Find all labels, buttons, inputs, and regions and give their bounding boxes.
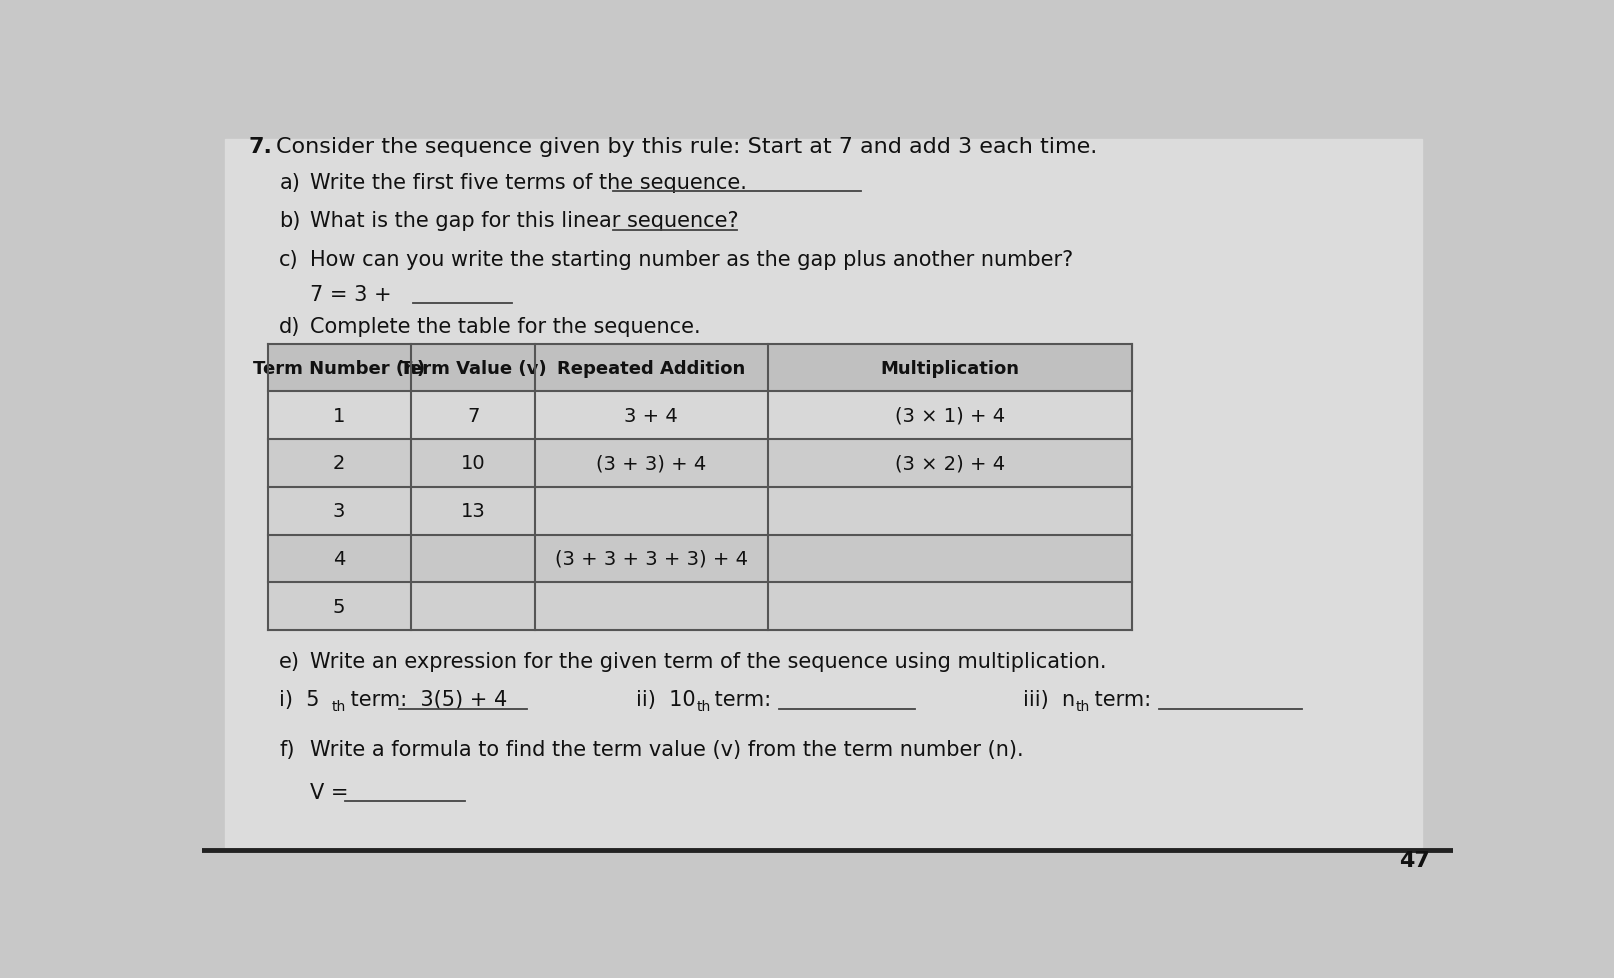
Text: Consider the sequence given by this rule: Start at 7 and add 3 each time.: Consider the sequence given by this rule… — [276, 137, 1098, 156]
Text: Write an expression for the given term of the sequence using multiplication.: Write an expression for the given term o… — [310, 651, 1106, 671]
Text: th: th — [332, 699, 345, 713]
Text: Complete the table for the sequence.: Complete the table for the sequence. — [310, 317, 700, 336]
Text: V =: V = — [310, 782, 349, 802]
Text: (3 + 3 + 3 + 3) + 4: (3 + 3 + 3 + 3) + 4 — [555, 550, 747, 568]
Text: a): a) — [279, 173, 300, 193]
Text: f): f) — [279, 739, 295, 760]
Text: What is the gap for this linear sequence?: What is the gap for this linear sequence… — [310, 211, 739, 231]
Text: 3 + 4: 3 + 4 — [625, 406, 678, 425]
Text: term:: term: — [1086, 689, 1151, 710]
Bar — [268, 583, 1131, 631]
Text: Term Value (v): Term Value (v) — [400, 359, 546, 378]
Bar — [268, 392, 1131, 440]
Text: 7 = 3 +: 7 = 3 + — [310, 285, 392, 304]
Text: term:: term: — [707, 689, 770, 710]
Text: 4: 4 — [332, 550, 345, 568]
Text: 10: 10 — [460, 454, 486, 473]
Text: 13: 13 — [460, 502, 486, 520]
Bar — [268, 535, 1131, 583]
Text: Term Number (n): Term Number (n) — [253, 359, 424, 378]
Text: d): d) — [279, 317, 300, 336]
Text: Repeated Addition: Repeated Addition — [557, 359, 746, 378]
Text: c): c) — [279, 249, 299, 270]
Text: e): e) — [279, 651, 300, 671]
Text: Multiplication: Multiplication — [880, 359, 1018, 378]
Text: (3 + 3) + 4: (3 + 3) + 4 — [596, 454, 705, 473]
Text: iii)  n: iii) n — [1023, 689, 1075, 710]
Text: How can you write the starting number as the gap plus another number?: How can you write the starting number as… — [310, 249, 1073, 270]
Text: ii)  10: ii) 10 — [636, 689, 696, 710]
Text: 3: 3 — [332, 502, 345, 520]
Text: Write a formula to find the term value (v) from the term number (n).: Write a formula to find the term value (… — [310, 739, 1023, 760]
Text: th: th — [1075, 699, 1089, 713]
Text: term:  3(5) + 4: term: 3(5) + 4 — [344, 689, 507, 710]
Text: 47: 47 — [1398, 850, 1430, 869]
Text: 7: 7 — [466, 406, 479, 425]
Text: b): b) — [279, 211, 300, 231]
Text: i)  5: i) 5 — [279, 689, 320, 710]
Bar — [268, 440, 1131, 487]
Text: 7.: 7. — [249, 137, 273, 156]
Text: th: th — [696, 699, 710, 713]
Text: 1: 1 — [332, 406, 345, 425]
Text: (3 × 1) + 4: (3 × 1) + 4 — [894, 406, 1004, 425]
Bar — [268, 344, 1131, 392]
Text: 2: 2 — [332, 454, 345, 473]
Text: 5: 5 — [332, 598, 345, 616]
Text: (3 × 2) + 4: (3 × 2) + 4 — [894, 454, 1004, 473]
Bar — [268, 487, 1131, 535]
Text: Write the first five terms of the sequence.: Write the first five terms of the sequen… — [310, 173, 747, 193]
